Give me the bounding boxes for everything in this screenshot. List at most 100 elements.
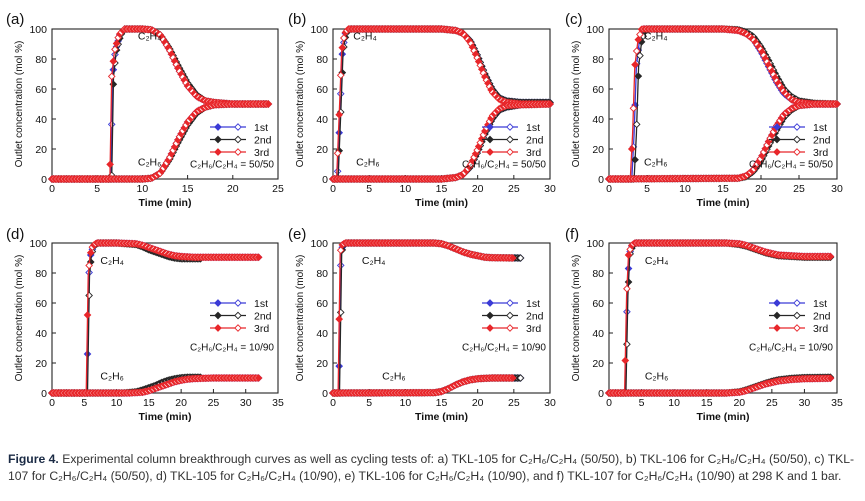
legend-marker (214, 148, 222, 156)
legend-marker (234, 135, 242, 144)
y-tick-label: 0 (322, 174, 328, 186)
y-tick-label: 20 (316, 358, 328, 370)
data-point (83, 311, 92, 319)
x-tick-label: 35 (831, 397, 843, 409)
series-1st-c2h4 (329, 239, 525, 397)
x-axis-label: Time (min) (415, 411, 468, 423)
y-tick-label: 80 (35, 54, 47, 66)
series-3rd-c2h4 (329, 239, 517, 397)
legend-entry-1st: 1st (210, 298, 268, 310)
x-tick-label: 20 (733, 397, 745, 409)
x-tick-label: 5 (366, 397, 372, 409)
data-point (335, 362, 344, 370)
label-c2h6: C₂H₆ (644, 157, 667, 169)
label-c2h6: C₂H₆ (138, 157, 161, 169)
x-axis-label: Time (min) (697, 197, 750, 209)
legend-marker (486, 148, 494, 156)
data-point (112, 39, 121, 48)
series-line (333, 242, 514, 394)
label-c2h4: C₂H₄ (138, 31, 162, 43)
legend-entry-3rd: 3rd (482, 147, 541, 159)
data-point (111, 45, 119, 54)
x-axis-label: Time (min) (139, 411, 192, 423)
x-tick-label: 10 (111, 397, 123, 409)
series-1st-c2h4 (605, 239, 835, 397)
y-tick-label: 100 (29, 238, 47, 250)
x-tick-label: 15 (143, 397, 155, 409)
y-tick-label: 20 (316, 144, 328, 156)
x-tick-label: 30 (544, 397, 556, 409)
legend-entry-2nd: 2nd (482, 310, 544, 322)
data-point (335, 315, 344, 323)
x-tick-label: 25 (793, 183, 805, 195)
y-tick-label: 20 (592, 358, 604, 370)
label-c2h6: C₂H₆ (356, 157, 379, 169)
x-tick-label: 15 (436, 183, 448, 195)
x-tick-label: 15 (701, 397, 713, 409)
panel-letter: (a) (6, 11, 24, 28)
x-tick-label: 10 (399, 397, 411, 409)
data-point (109, 57, 118, 66)
data-point (336, 261, 345, 270)
y-tick-label: 40 (316, 328, 328, 340)
x-tick-label: 35 (272, 397, 284, 409)
ratio-label: C₂H₆/C₂H₄ = 50/50 (190, 160, 274, 171)
y-axis-label: Outlet concentration (mol %) (571, 255, 582, 382)
y-tick-label: 20 (592, 144, 604, 156)
series-2nd-c2h4 (605, 239, 835, 397)
legend-marker (793, 123, 801, 131)
y-tick-label: 40 (35, 328, 47, 340)
x-tick-label: 0 (330, 397, 336, 409)
label-c2h6: C₂H₆ (382, 371, 405, 383)
y-tick-label: 0 (41, 174, 47, 186)
legend-marker (234, 324, 242, 332)
y-tick-label: 80 (316, 54, 328, 66)
panel-letter: (c) (565, 11, 583, 28)
legend-marker (234, 311, 242, 320)
series-line (52, 242, 201, 394)
x-tick-label: 0 (49, 397, 55, 409)
x-tick-label: 15 (182, 183, 194, 195)
legend-marker (506, 135, 514, 144)
legend-entry-1st: 1st (210, 122, 268, 134)
y-tick-label: 80 (592, 268, 604, 280)
legend-label: 2nd (254, 134, 272, 146)
legend-marker (793, 148, 801, 156)
y-tick-label: 60 (316, 298, 328, 310)
x-tick-label: 30 (240, 397, 252, 409)
series-3rd-c2h4 (605, 239, 835, 397)
data-point (107, 120, 116, 129)
legend-entry-2nd: 2nd (482, 134, 544, 146)
y-tick-label: 100 (310, 238, 328, 250)
legend-entry-3rd: 3rd (482, 323, 541, 335)
legend-marker (773, 148, 781, 156)
x-tick-label: 20 (755, 183, 767, 195)
data-point (621, 356, 630, 365)
data-point (624, 278, 633, 286)
x-tick-label: 0 (606, 183, 612, 195)
legend-label: 2nd (813, 134, 831, 146)
plot-frame (51, 28, 279, 180)
y-tick-label: 40 (592, 328, 604, 340)
label-c2h4: C₂H₄ (362, 255, 386, 267)
x-tick-label: 30 (544, 183, 556, 195)
y-tick-label: 0 (322, 388, 328, 400)
x-tick-label: 0 (49, 183, 55, 195)
series-2nd-c2h4 (48, 239, 205, 397)
panel-letter: (b) (288, 11, 306, 28)
x-tick-label: 30 (831, 183, 843, 195)
y-tick-label: 40 (35, 114, 47, 126)
y-tick-label: 20 (35, 144, 47, 156)
y-axis-label: Outlet concentration (mol %) (571, 41, 582, 168)
x-tick-label: 10 (668, 397, 680, 409)
legend-marker (214, 123, 222, 131)
legend-entry-2nd: 2nd (210, 310, 272, 322)
y-tick-label: 0 (598, 174, 604, 186)
legend-label: 3rd (254, 323, 269, 335)
data-point (623, 340, 631, 349)
legend-label: 2nd (254, 310, 272, 322)
legend-marker (506, 123, 514, 131)
